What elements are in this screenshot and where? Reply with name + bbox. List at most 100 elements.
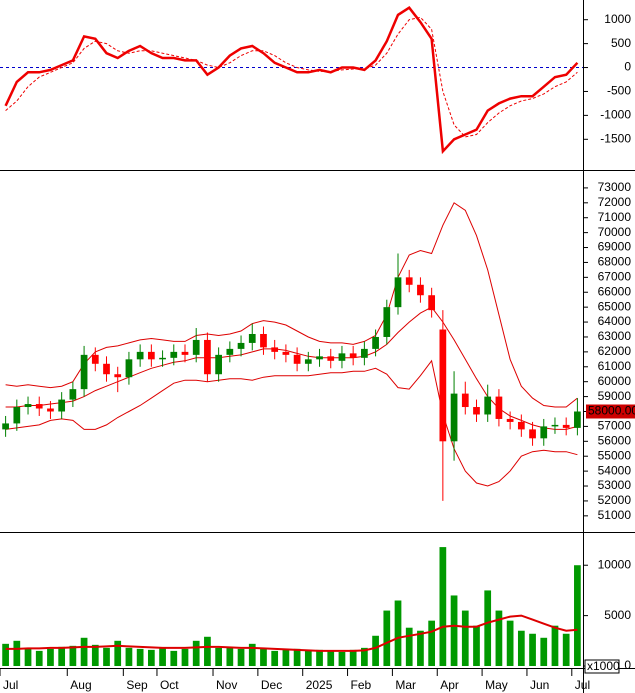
y-tick-label: 52000: [598, 493, 632, 507]
candle-body: [495, 396, 503, 419]
volume-bar: [304, 650, 312, 666]
volume-bar: [484, 590, 492, 666]
y-tick-label: 62000: [598, 344, 632, 358]
y-tick-label: 53000: [598, 478, 632, 492]
x-tick-label: Feb: [351, 678, 372, 692]
y-tick-label: 60000: [598, 374, 632, 388]
candle-body: [260, 333, 267, 348]
y-tick-label: 69000: [598, 240, 632, 254]
volume-ma: [5, 614, 578, 652]
candle-body: [349, 353, 357, 358]
volume-bar: [506, 620, 514, 666]
volume-bar: [136, 648, 144, 666]
volume-bar: [349, 649, 357, 666]
candle-body: [103, 363, 110, 375]
candle-body: [562, 424, 570, 428]
volume-bar: [192, 640, 200, 666]
candle-body: [192, 339, 200, 355]
last-price-label: 58000.00: [588, 404, 635, 418]
candle-body: [428, 295, 436, 311]
volume-bar: [114, 640, 122, 666]
y-tick-label: 71000: [598, 210, 632, 224]
bollinger-band: [5, 202, 578, 408]
macd-line: [4, 6, 579, 155]
volume-bar: [69, 645, 77, 666]
x-tick-label: Jul: [575, 678, 590, 692]
volume-bar: [327, 650, 335, 666]
volume-bar: [450, 595, 458, 666]
volume-bar: [237, 648, 245, 666]
volume-bar: [58, 646, 66, 666]
candle-body: [383, 307, 391, 337]
candle-body: [293, 354, 301, 364]
bollinger-band: [5, 306, 578, 430]
y-tick-label: 59000: [598, 389, 632, 403]
y-tick-label: 55000: [598, 448, 632, 462]
volume-bar: [282, 649, 290, 666]
volume-bar: [428, 620, 436, 666]
y-tick-label: 1000: [604, 12, 631, 26]
candle-body: [69, 389, 77, 400]
volume-bar: [47, 648, 54, 666]
x-tick-label: Nov: [216, 678, 237, 692]
volume-bar: [125, 647, 133, 666]
candle-body: [461, 393, 469, 408]
volume-bar: [562, 633, 570, 666]
volume-bar: [248, 643, 256, 666]
candle-body: [405, 277, 413, 285]
volume-bar: [13, 640, 21, 666]
volume-bar: [383, 610, 391, 666]
x-tick-label: Dec: [261, 678, 282, 692]
macd-line: [5, 16, 578, 138]
y-tick-label: 66000: [598, 284, 632, 298]
candle-body: [114, 374, 122, 378]
volume-bar: [540, 637, 548, 666]
volume-bar: [103, 647, 110, 666]
candle-body: [91, 354, 99, 364]
volume-bar: [439, 547, 447, 666]
x-tick-label: Oct: [160, 678, 179, 692]
x-tick-label: Sep: [126, 678, 148, 692]
volume-bar: [35, 650, 43, 666]
candle-body: [226, 348, 234, 355]
candle-body: [529, 429, 536, 439]
candle-body: [327, 356, 335, 361]
y-tick-label: 73000: [598, 180, 632, 194]
x-tick-label: Mar: [395, 678, 416, 692]
y-tick-label: 67000: [598, 270, 632, 284]
volume-bar: [24, 647, 32, 666]
candle-body: [147, 351, 155, 360]
candle-body: [2, 423, 9, 430]
candle-body: [361, 348, 368, 358]
candle-body: [248, 333, 256, 343]
volume-bar: [517, 630, 525, 666]
volume-bar: [495, 610, 503, 666]
candle-body: [417, 284, 424, 296]
volume-bar: [473, 625, 480, 666]
volume-bar: [80, 637, 88, 666]
candle-body: [271, 347, 279, 352]
volume-bar: [271, 650, 279, 666]
y-tick-label: 5000: [604, 608, 631, 622]
volume-bar: [226, 646, 234, 666]
y-tick-label: 65000: [598, 299, 632, 313]
candle-body: [517, 421, 525, 430]
y-tick-label: 70000: [598, 225, 632, 239]
candle-body: [473, 407, 480, 415]
y-tick-label: 0: [624, 658, 631, 672]
candle-body: [24, 404, 32, 408]
x-tick-label: Apr: [440, 678, 459, 692]
last-price-box: [586, 404, 635, 419]
volume-bar: [2, 643, 9, 666]
candle-body: [338, 353, 346, 361]
candle-body: [540, 426, 548, 439]
unit-label: x1000: [587, 659, 620, 673]
candle-body: [13, 407, 21, 424]
x-tick-label: 2025: [306, 678, 333, 692]
volume-bar: [394, 600, 402, 666]
candle-body: [574, 411, 581, 428]
candle-body: [159, 357, 166, 360]
